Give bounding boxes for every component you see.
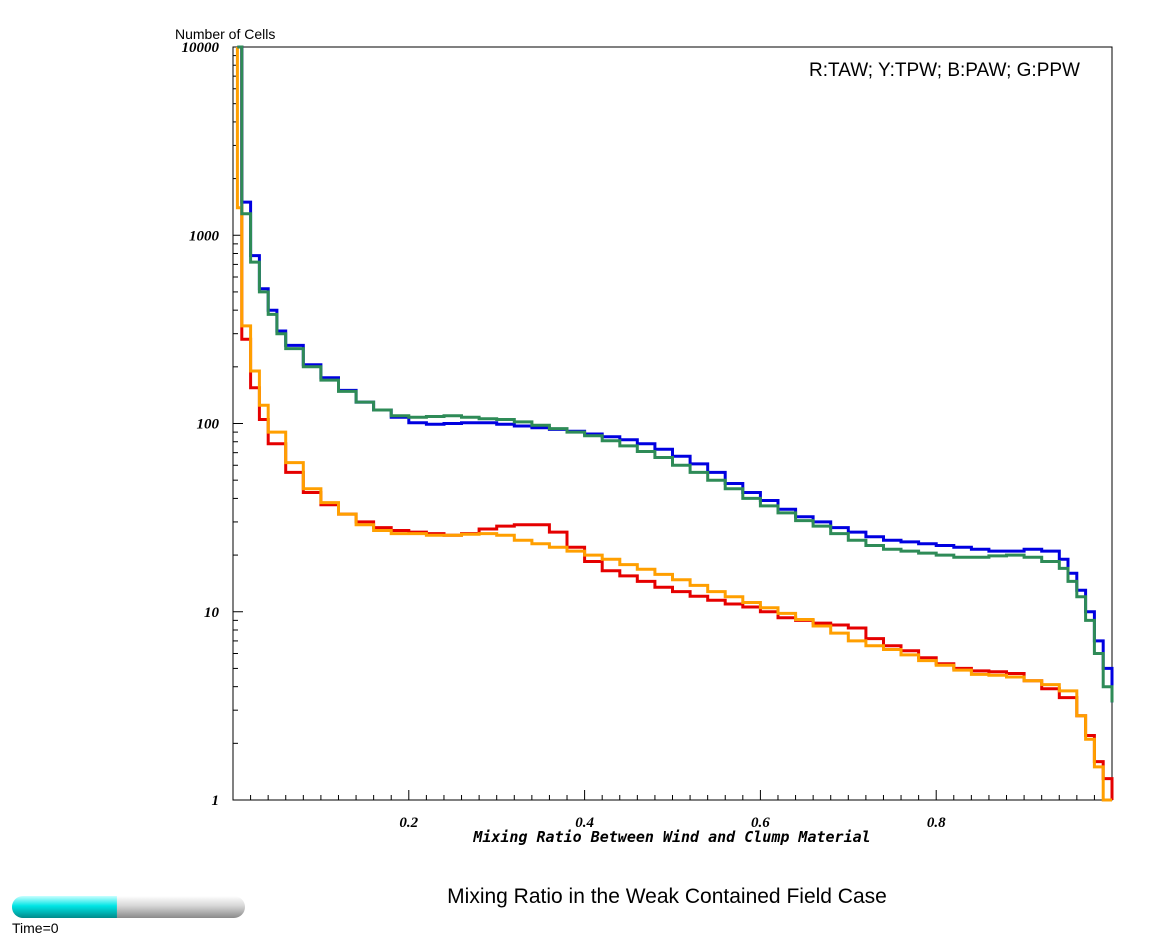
series-lines — [235, 45, 1114, 802]
x-tick-label: 0.6 — [751, 815, 770, 831]
x-tick-label: 0.4 — [575, 815, 594, 831]
y-tick-label: 10000 — [182, 40, 220, 56]
axis-tick-labels: 1 10 100 1000 10000 0.2 0.4 0.6 0.8 — [182, 40, 947, 831]
x-tick-label: 0.2 — [399, 815, 418, 831]
plot-frame — [232, 46, 1113, 801]
chart-title: Mixing Ratio in the Weak Contained Field… — [447, 885, 887, 908]
x-tick-label: 0.8 — [927, 815, 946, 831]
y-axis-label: Number of Cells — [175, 26, 275, 42]
series-line-ppw — [237, 45, 1114, 703]
series-line-paw — [237, 45, 1114, 703]
y-tick-label: 1 — [212, 793, 220, 809]
x-axis-label: Mixing Ratio Between Wind and Clump Mate… — [472, 828, 870, 846]
y-tick-label: 1000 — [189, 228, 220, 244]
axis-ticks — [233, 46, 1095, 801]
series-line-tpw — [235, 47, 1112, 802]
time-label: Time=0 — [12, 920, 59, 936]
time-slider-fill — [12, 896, 117, 918]
y-tick-label: 100 — [197, 417, 220, 433]
y-tick-label: 10 — [204, 605, 220, 621]
time-slider[interactable] — [12, 896, 245, 918]
series-line-taw — [237, 45, 1114, 800]
legend: R:TAW; Y:TPW; B:PAW; G:PPW — [809, 60, 1080, 81]
